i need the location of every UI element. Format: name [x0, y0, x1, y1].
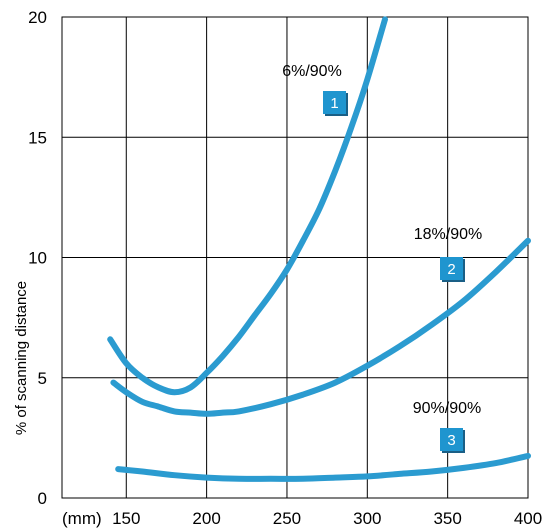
series-line-1: [107, 16, 388, 396]
series-badge: [440, 257, 463, 280]
plot-frame: [61, 16, 529, 499]
y-tick-label: 15: [28, 128, 47, 147]
series-badge-number: 1: [330, 95, 338, 112]
x-axis-unit-label: (mm): [62, 509, 102, 528]
series-badge: [440, 428, 463, 451]
x-tick-label: 200: [192, 509, 220, 528]
x-tick-label: 250: [273, 509, 301, 528]
series-name-label: 18%/90%: [414, 226, 483, 243]
x-tick-label: 150: [112, 509, 140, 528]
series-badge: [323, 91, 346, 114]
x-tick-label: 300: [353, 509, 381, 528]
series-name-label: 6%/90%: [282, 63, 342, 80]
y-tick-label: 20: [28, 8, 47, 27]
series-name-label: 90%/90%: [413, 400, 482, 417]
y-tick-label: 0: [38, 489, 47, 508]
x-tick-label: 400: [514, 509, 542, 528]
y-axis-label: % of scanning distance: [13, 281, 30, 435]
y-tick-label: 5: [38, 369, 47, 388]
tick-labels: 150 200 250 300 350 400 0 5 10 15 20: [28, 8, 542, 528]
labels: 6%/90% 1 18%/90% 2 90%/90% 3: [282, 63, 482, 453]
series-badge-number: 2: [447, 261, 455, 278]
series-badge-number: 3: [447, 432, 455, 449]
y-tick-label: 10: [28, 249, 47, 268]
x-tick-label: 350: [433, 509, 461, 528]
curves: [107, 16, 531, 482]
series-line-2: [110, 237, 531, 417]
series-line-3: [115, 452, 531, 482]
